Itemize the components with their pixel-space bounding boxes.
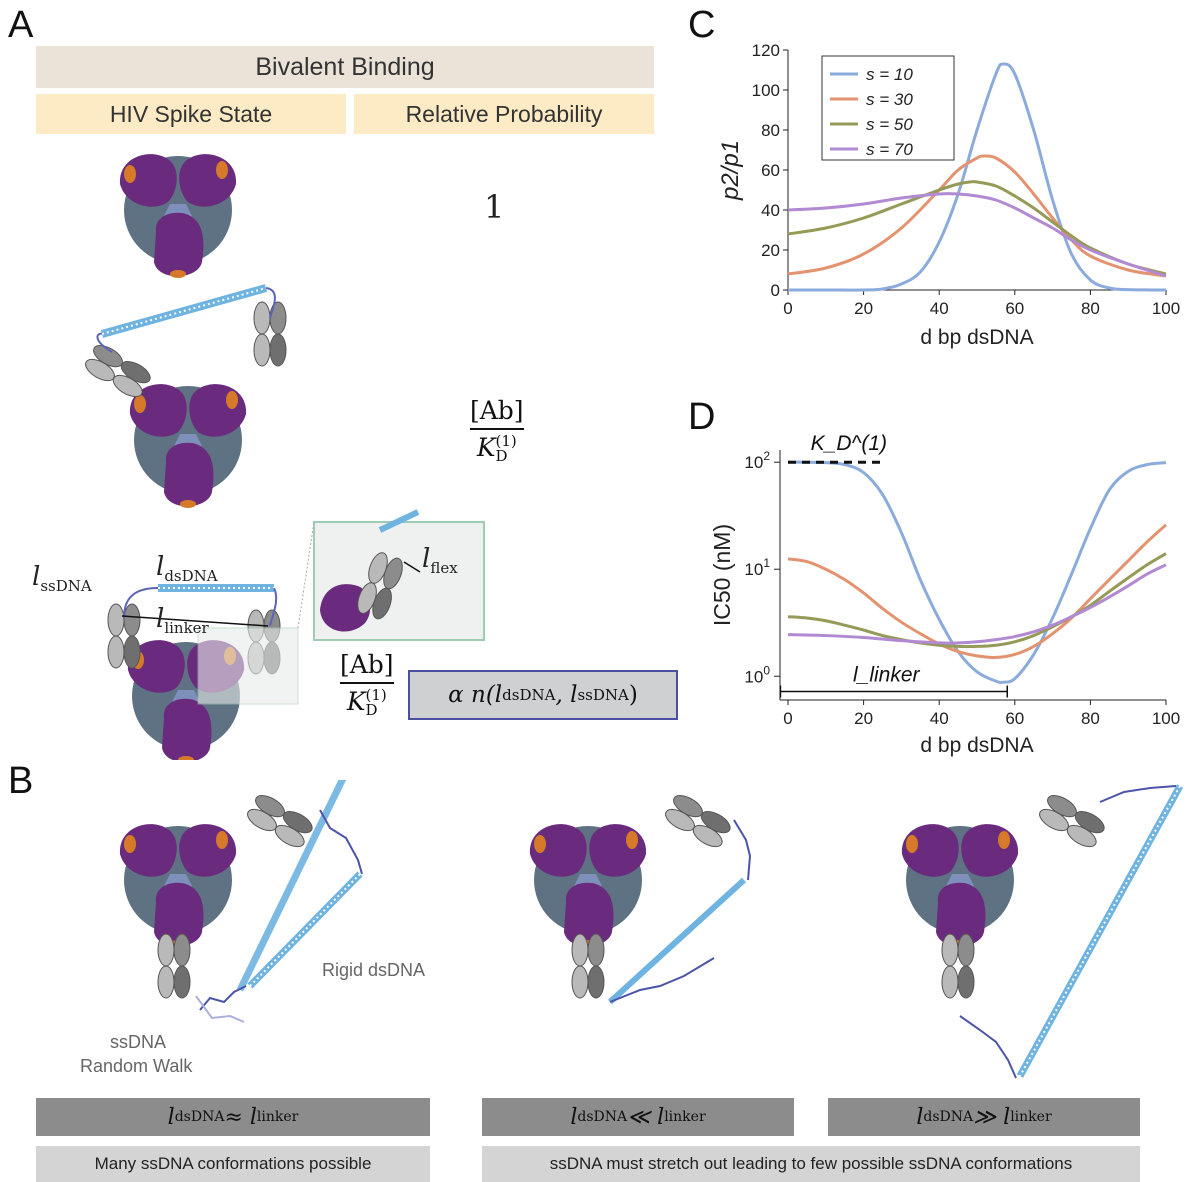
bivalent-binding-header: Bivalent Binding	[36, 46, 654, 88]
spike-b2-icon	[529, 824, 647, 948]
c-y-tick-label: 80	[761, 121, 780, 140]
alpha-sub2: ssDNA	[577, 686, 629, 704]
caption-few-conformations: ssDNA must stretch out leading to few po…	[482, 1146, 1140, 1182]
d-x-tick-label: 20	[854, 709, 873, 728]
condition-approx-box: l dsDNA ≈ l linker	[36, 1098, 430, 1136]
d-x-tick-label: 60	[1005, 709, 1024, 728]
panel-a-illustrations	[81, 154, 485, 760]
panel-letter-b: B	[8, 760, 34, 802]
caption-many-conformations: Many ssDNA conformations possible	[36, 1146, 430, 1182]
label-l-linker: llinker	[156, 604, 209, 638]
c-legend-label: s = 50	[866, 115, 913, 134]
panel-letter-a: A	[8, 4, 34, 46]
random-walk-label: Random Walk	[80, 1056, 193, 1076]
d-x-tick-label: 40	[930, 709, 949, 728]
c-x-tick-label: 80	[1081, 299, 1100, 318]
frac-numerator: [Ab]	[470, 396, 524, 425]
label-l-ssdna: lssDNA	[32, 562, 92, 596]
rigid-dsdna-label: Rigid dsDNA	[322, 960, 426, 980]
d-y-tick-label: 102	[744, 449, 770, 472]
c-x-tick-label: 100	[1152, 299, 1180, 318]
panel-letter-d: D	[688, 396, 716, 438]
frac2-numerator: [Ab]	[340, 650, 394, 679]
d-kd-label: K_D^(1)	[811, 432, 887, 455]
d-x-axis-label: d bp dsDNA	[920, 734, 1033, 757]
d-x-tick-label: 100	[1152, 709, 1180, 728]
c-y-tick-label: 20	[761, 241, 780, 260]
d-series-line-1	[787, 523, 1168, 659]
probability-one: 1	[484, 188, 505, 226]
condition-much-greater-box: l dsDNA ≫ l linker	[828, 1098, 1140, 1136]
c-x-tick-label: 0	[783, 299, 792, 318]
d-y-tick-label: 100	[744, 663, 770, 686]
alpha-factor-box: α n(l dsDNA, l ssDNA)	[408, 670, 678, 720]
c-y-tick-label: 120	[752, 41, 780, 60]
c-y-tick-label: 100	[752, 81, 780, 100]
d-y-axis-label: IC50 (nM)	[709, 524, 735, 626]
frac2-den-sub: D	[365, 701, 378, 719]
alpha-sub1: dsDNA	[502, 686, 556, 704]
c-series-line-0	[788, 62, 1167, 292]
c-legend-label: s = 10	[866, 65, 913, 84]
c-y-axis-label: p2/p1	[717, 140, 744, 201]
c-y-tick-label: 40	[761, 201, 780, 220]
relative-probability-header: Relative Probability	[354, 94, 654, 134]
label-l-flex: lflex	[422, 544, 458, 578]
c-legend-label: s = 30	[866, 90, 913, 109]
probability-monovalent: [Ab] K (1) D	[470, 396, 524, 464]
spike-unbound-icon	[119, 154, 237, 278]
c-series-line-2	[787, 180, 1167, 276]
spike-state-header: HIV Spike State	[36, 94, 346, 134]
c-x-axis-label: d bp dsDNA	[920, 326, 1033, 349]
alpha-expr: α n(l	[448, 682, 503, 708]
frac2-denominator: K	[346, 686, 366, 716]
frac-den-sup: (1)	[495, 432, 517, 450]
c-y-tick-label: 0	[771, 281, 780, 300]
d-series-line-0	[787, 460, 1167, 685]
panel-b-illustrations	[119, 780, 1184, 1079]
d-linker-label: l_linker	[853, 664, 921, 687]
frac-den-sub: D	[495, 447, 508, 465]
label-l-dsdna: ldsDNA	[156, 552, 218, 586]
d-series-line-3	[787, 563, 1167, 645]
c-legend-label: s = 70	[866, 140, 913, 159]
panel-letter-c: C	[688, 4, 716, 46]
c-x-tick-label: 60	[1005, 299, 1024, 318]
probability-bivalent: [Ab] K (1) D	[340, 650, 394, 718]
c-x-tick-label: 20	[854, 299, 873, 318]
c-series-line-1	[787, 154, 1167, 278]
spike-b1-icon	[119, 824, 237, 948]
d-x-tick-label: 0	[783, 709, 792, 728]
condition-much-less-box: l dsDNA ≪ l linker	[482, 1098, 794, 1136]
spike-b3-icon	[901, 824, 1019, 948]
c-y-tick-label: 60	[761, 161, 780, 180]
frac-denominator: K	[476, 432, 496, 462]
alpha-mid: , l	[555, 682, 578, 708]
d-series-line-2	[787, 552, 1167, 649]
d-x-tick-label: 80	[1081, 709, 1100, 728]
chart-c: 0 20 40 60 80 100 0 20 40 60 80 100 120 s = 10 s = 30 s…	[717, 41, 1180, 349]
frac2-den-sup: (1)	[365, 686, 387, 704]
ssdna-label: ssDNA	[110, 1032, 167, 1052]
c-x-tick-label: 40	[930, 299, 949, 318]
d-y-tick-label: 101	[744, 556, 770, 579]
alpha-end: )	[628, 682, 638, 708]
spike-monovalent-icon	[129, 384, 247, 508]
c-series-line-3	[787, 192, 1167, 278]
